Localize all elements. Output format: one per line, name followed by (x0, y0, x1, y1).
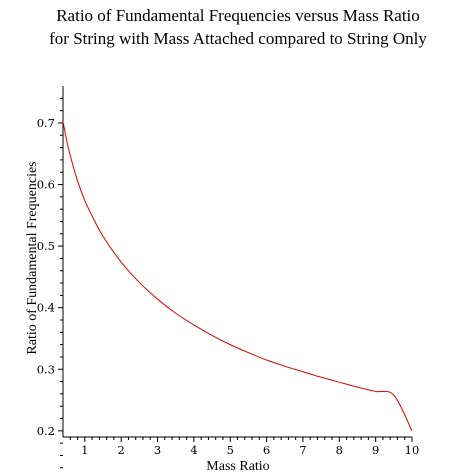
x-tick-label: 10 (405, 443, 420, 457)
y-tick-label: 0.6 (37, 178, 55, 192)
x-tick-label: 1 (81, 443, 88, 457)
x-tick-label: 2 (118, 443, 125, 457)
x-tick-label: 9 (372, 443, 379, 457)
y-tick-label: 0.3 (37, 362, 55, 376)
x-tick-label: 6 (263, 443, 270, 457)
y-axis-label: Ratio of Fundamental Frequencies (25, 161, 40, 354)
x-axis-label: Mass Ratio (206, 459, 269, 474)
x-tick-label: 4 (190, 443, 197, 457)
y-tick-label: 0.5 (37, 239, 55, 253)
x-tick-label: 3 (154, 443, 161, 457)
chart-title-line-2: for String with Mass Attached compared t… (49, 29, 427, 48)
x-tick-label: 7 (299, 443, 306, 457)
x-tick-label: 5 (227, 443, 234, 457)
axes (62, 86, 412, 438)
x-tick-label: 8 (336, 443, 343, 457)
y-tick-label: 0.2 (37, 424, 55, 438)
y-tick-label: 0.7 (37, 116, 55, 130)
y-tick-label: 0.4 (37, 301, 55, 315)
series-line-0 (62, 121, 413, 432)
chart-title-line-1: Ratio of Fundamental Frequencies versus … (56, 6, 420, 25)
ticks: 0.2 0.3 0.4 0.5 0.6 0.7 1 2 3 4 5 6 7 8 9 10 (37, 97, 420, 469)
plot-area (62, 121, 413, 432)
